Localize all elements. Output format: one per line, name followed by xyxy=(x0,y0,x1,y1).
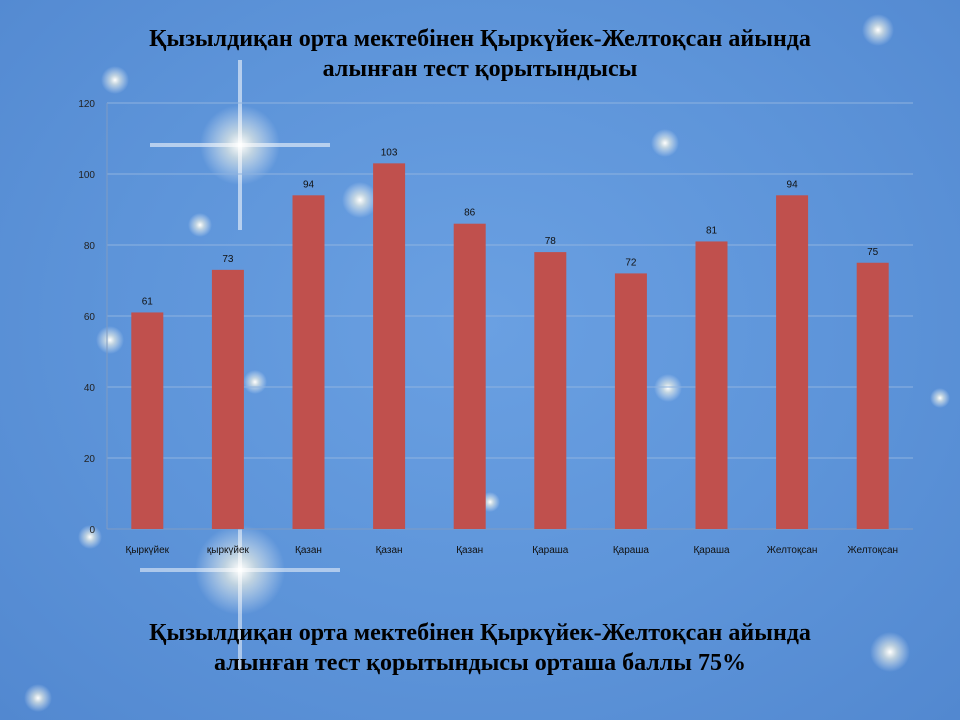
data-labels: 61 73 94 103 86 78 72 81 94 75 xyxy=(142,147,879,307)
bars xyxy=(131,163,889,530)
average-score-caption: Қызылдиқан орта мектебінен Қыркүйек-Желт… xyxy=(40,618,920,678)
bar xyxy=(453,223,486,529)
data-label: 78 xyxy=(545,236,557,247)
x-tick-label: Қараша xyxy=(613,545,650,556)
data-label: 94 xyxy=(303,179,315,190)
data-label: 72 xyxy=(625,257,637,268)
data-label: 61 xyxy=(142,296,154,307)
y-tick-label: 60 xyxy=(84,312,96,323)
x-tick-label: Қараша xyxy=(693,545,730,556)
bar xyxy=(614,273,647,529)
caption-line-1: Қызылдиқан орта мектебінен Қыркүйек-Желт… xyxy=(149,620,811,646)
x-tick-label: Қараша xyxy=(532,545,569,556)
chart-title-line-1: Қызылдиқан орта мектебінен Қыркүйек-Желт… xyxy=(149,26,811,52)
x-tick-label: Қазан xyxy=(295,545,322,556)
bar xyxy=(211,269,244,529)
caption-line-2: алынған тест қорытындысы орташа баллы 75… xyxy=(214,650,746,676)
category-labels: Қыркүйек қыркүйек Қазан Қазан Қазан Қараша Қар… xyxy=(126,545,898,556)
y-tick-label: 100 xyxy=(78,170,95,181)
y-tick-label: 0 xyxy=(89,525,95,536)
y-tick-label: 120 xyxy=(78,99,95,110)
bar xyxy=(131,312,164,529)
bar xyxy=(695,241,728,529)
data-label: 86 xyxy=(464,208,476,219)
x-tick-label: Қазан xyxy=(376,545,403,556)
data-label: 81 xyxy=(706,225,718,236)
x-tick-label: Қазан xyxy=(456,545,483,556)
y-tick-label: 20 xyxy=(84,454,96,465)
bar xyxy=(534,252,567,529)
x-tick-label: қыркүйек xyxy=(207,545,250,556)
bar xyxy=(776,195,809,530)
data-label: 94 xyxy=(787,179,799,190)
data-label: 103 xyxy=(381,147,398,158)
bar xyxy=(856,262,889,529)
bar xyxy=(292,195,325,530)
y-tick-label: 80 xyxy=(84,241,96,252)
x-tick-label: Желтоқсан xyxy=(767,545,818,556)
axes: 0 20 40 60 80 100 120 xyxy=(78,99,108,536)
bar xyxy=(373,163,406,529)
data-label: 73 xyxy=(222,254,234,265)
data-label: 75 xyxy=(867,247,879,258)
x-tick-label: Қыркүйек xyxy=(126,545,170,556)
chart-title: Қызылдиқан орта мектебінен Қыркүйек-Желт… xyxy=(40,24,920,84)
x-tick-label: Желтоқсан xyxy=(847,545,898,556)
chart-title-line-2: алынған тест қорытындысы xyxy=(322,56,638,82)
y-tick-label: 40 xyxy=(84,383,96,394)
